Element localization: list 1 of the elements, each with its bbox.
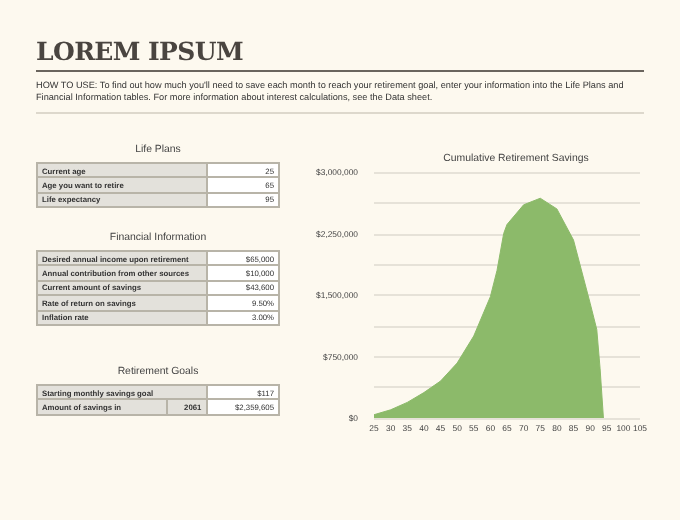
text: LOREM IPSUM (36, 36, 644, 72)
